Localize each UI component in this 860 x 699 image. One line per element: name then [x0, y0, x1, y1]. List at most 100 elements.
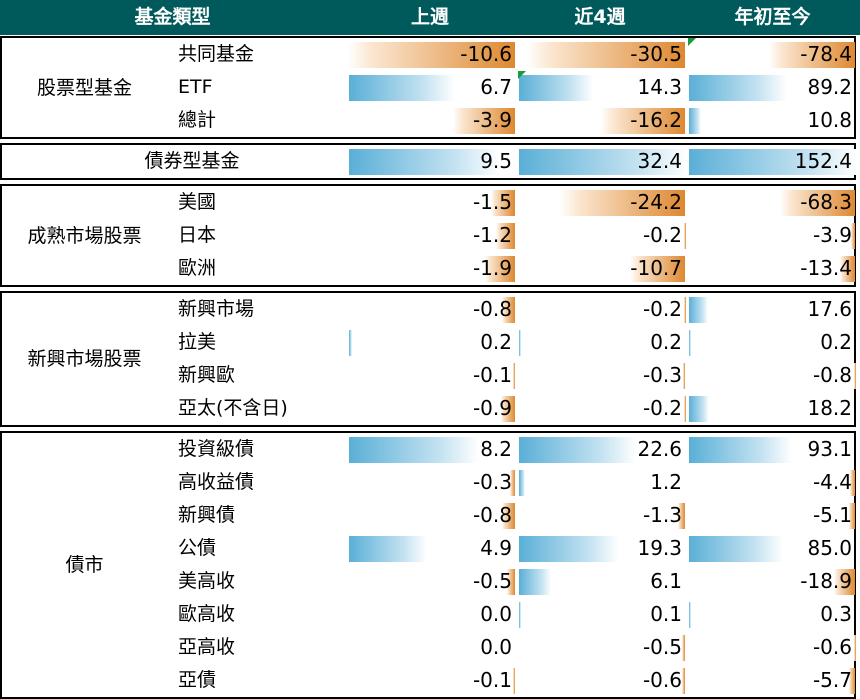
data-bar: [526, 42, 685, 68]
table-row: 歐洲 -1.9 -10.7 -13.4: [2, 252, 855, 285]
cell-value: -5.7: [812, 668, 852, 692]
cell-value: -68.3: [800, 190, 852, 214]
table-row: 亞高收 0.0 -0.5 -0.6: [2, 631, 857, 664]
cell-value: -10.7: [630, 256, 682, 280]
cell-value: -0.6: [642, 668, 682, 692]
data-bar: [683, 223, 686, 249]
flag-marker-icon: [688, 38, 696, 46]
row-label: 債券型基金: [144, 150, 240, 172]
data-bar: [849, 503, 855, 529]
row-label: 亞債: [178, 669, 217, 691]
row-group: 債市 投資級債 8.2 22.6 93.1 高收益債 -0.3 1.2 -4.4 新興債 -0.8 -…: [0, 431, 857, 699]
cell-value: -0.3: [642, 363, 682, 387]
table-row: 亞債 -0.1 -0.6 -5.7: [2, 664, 855, 697]
cell-value: 89.2: [807, 75, 852, 99]
cell-value: 0.2: [820, 330, 852, 354]
cell-value: -5.1: [812, 503, 852, 527]
data-bar: [682, 635, 685, 661]
cell-value: 0.2: [650, 330, 682, 354]
table-row: 債券型基金 9.5 32.4 152.4: [2, 145, 857, 178]
row-label: 高收益債: [178, 471, 255, 493]
row-label: 日本: [178, 224, 217, 246]
cell-value: -0.2: [642, 223, 682, 247]
data-bar: [513, 363, 516, 389]
cell-value: -1.2: [472, 223, 512, 247]
cell-value: 6.7: [480, 75, 512, 99]
data-bar: [768, 42, 855, 68]
cell-value: -18.9: [800, 569, 852, 593]
table-row: 歐高收 0.0 0.1 0.3: [2, 598, 854, 631]
cell-value: -0.2: [642, 396, 682, 420]
data-bar: [510, 470, 515, 496]
table-row: 日本 -1.2 -0.2 -3.9: [2, 219, 855, 252]
cell-value: -0.5: [472, 569, 512, 593]
cell-value: -24.2: [630, 190, 682, 214]
data-bar: [513, 668, 516, 694]
cell-value: 0.0: [480, 602, 512, 626]
header-last-week: 上週: [410, 6, 449, 28]
data-bar: [629, 256, 685, 282]
cell-value: -0.3: [472, 470, 512, 494]
data-bar: [854, 363, 857, 389]
row-label: 新興歐: [178, 364, 236, 386]
data-bar: [349, 437, 479, 463]
cell-value: 85.0: [807, 536, 852, 560]
cell-value: -30.5: [630, 42, 682, 66]
cell-value: 152.4: [794, 149, 852, 173]
cell-value: 1.2: [650, 470, 682, 494]
data-bar: [349, 149, 500, 175]
table-row: 公債 4.9 19.3 85.0: [2, 532, 854, 565]
flag-marker-icon: [518, 71, 526, 79]
data-bar: [689, 75, 788, 101]
data-bar: [601, 108, 685, 134]
data-bar: [850, 223, 855, 249]
data-bar: [519, 437, 637, 463]
data-bar: [484, 256, 515, 282]
table-row: 新興債 -0.8 -1.3 -5.1: [2, 499, 855, 532]
cell-value: 32.4: [637, 149, 682, 173]
row-group: 新興市場股票 新興市場 -0.8 -0.2 17.6 拉美 0.2 0.2 0.2 新興歐 -0.1…: [0, 291, 857, 427]
data-bar: [840, 256, 855, 282]
cell-value: 14.3: [637, 75, 682, 99]
cell-value: 0.3: [820, 602, 852, 626]
data-bar: [834, 569, 855, 595]
cell-value: -10.6: [460, 42, 512, 66]
cell-value: -4.4: [812, 470, 852, 494]
data-bar: [519, 149, 687, 175]
header-ytd: 年初至今: [734, 6, 811, 28]
data-bar: [683, 396, 686, 422]
row-label: ETF: [178, 76, 213, 98]
row-label: 投資級債: [178, 438, 255, 460]
cell-value: 0.0: [480, 635, 512, 659]
cell-value: -0.1: [472, 668, 512, 692]
cell-value: 0.1: [650, 602, 682, 626]
cell-value: -0.2: [642, 297, 682, 321]
data-bar: [559, 190, 685, 216]
group-label: 股票型基金: [36, 76, 132, 99]
row-label: 歐高收: [178, 603, 236, 625]
data-bar: [689, 330, 691, 356]
data-bar: [495, 223, 515, 249]
row-label: 美高收: [178, 570, 236, 592]
cell-value: -1.3: [642, 503, 682, 527]
cell-value: 93.1: [807, 437, 852, 461]
data-bar: [689, 536, 783, 562]
row-label: 歐洲: [178, 257, 217, 279]
data-bar: [500, 396, 515, 422]
cell-value: -3.9: [812, 223, 852, 247]
cell-value: -0.9: [472, 396, 512, 420]
table-row: 亞太(不含日) -0.9 -0.2 18.2: [2, 392, 854, 425]
cell-value: 0.2: [480, 330, 512, 354]
data-bar: [519, 330, 521, 356]
data-bar: [349, 536, 427, 562]
cell-value: -0.8: [472, 297, 512, 321]
cell-value: 22.6: [637, 437, 682, 461]
data-bar: [850, 470, 855, 496]
cell-value: 17.6: [807, 297, 852, 321]
data-bar: [349, 330, 353, 356]
data-bar: [854, 635, 857, 661]
data-bar: [779, 190, 855, 216]
data-bar: [349, 75, 456, 101]
table-row: 投資級債 8.2 22.6 93.1: [2, 433, 854, 466]
cell-value: -0.8: [472, 503, 512, 527]
